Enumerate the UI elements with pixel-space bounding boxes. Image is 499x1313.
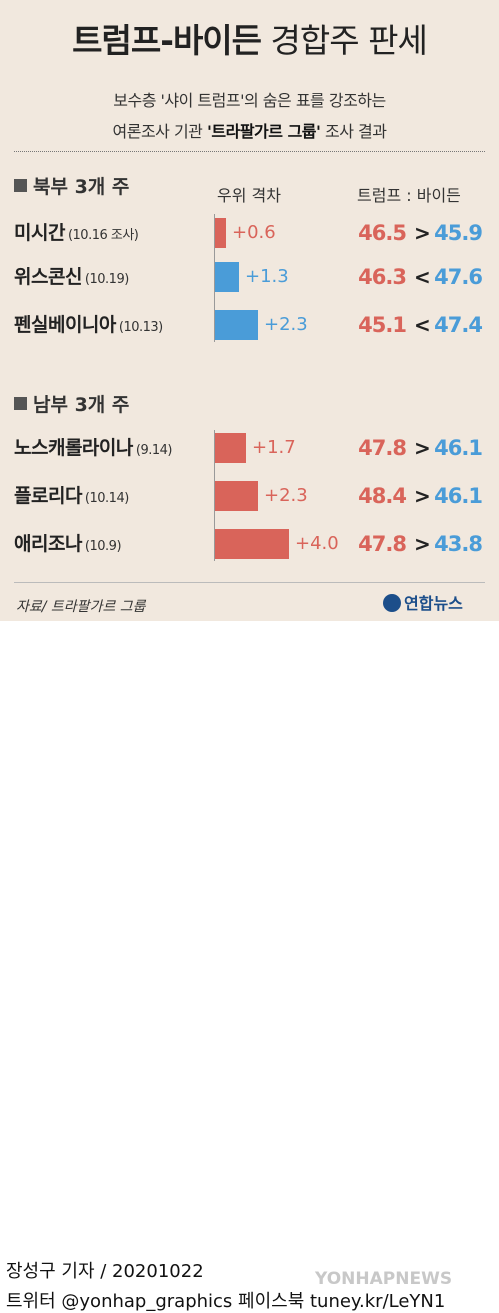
- state-name: 미시간: [14, 222, 65, 244]
- survey-date: (10.9): [84, 539, 122, 554]
- survey-date: (10.13): [118, 320, 163, 335]
- score-column-header: 트럼프 : 바이든: [357, 186, 461, 205]
- gap-label: +1.7: [252, 437, 296, 458]
- social-links: 트위터 @yonhap_graphics 페이스북 tuney.kr/LeYN1: [6, 1291, 446, 1312]
- subtitle-part-a: 여론조사 기관: [112, 122, 207, 141]
- gap-column-header: 우위 격차: [217, 186, 281, 205]
- subtitle-part-c: 조사 결과: [320, 122, 387, 141]
- gap-bar: [215, 262, 239, 292]
- survey-date: (10.14): [84, 491, 129, 506]
- gap-label: +1.3: [245, 266, 289, 287]
- footer: 장성구 기자 / 20201022 트위터 @yonhap_graphics 페…: [0, 621, 499, 1312]
- gap-label: +2.3: [264, 314, 308, 335]
- state-label: 애리조나 (10.9): [14, 529, 122, 559]
- comparison-icon: >: [414, 532, 431, 556]
- logo-mark-icon: [383, 594, 401, 612]
- region-south-text: 남부 3개 주: [33, 394, 130, 416]
- state-name: 펜실베이니아: [14, 314, 116, 336]
- biden-value: 46.1: [434, 436, 483, 460]
- region-south-label: 남부 3개 주: [14, 390, 129, 417]
- source-note: 자료/ 트라팔가르 그룹: [16, 599, 146, 615]
- gap-bar: [215, 529, 289, 559]
- trump-value: 47.8: [358, 436, 407, 460]
- page-title: 트럼프-바이든 경합주 판세: [0, 14, 499, 62]
- subtitle-line-2: 여론조사 기관 '트라팔가르 그룹' 조사 결과: [0, 118, 499, 142]
- divider-bottom: [14, 582, 485, 583]
- title-light: 경합주 판세: [270, 21, 428, 60]
- square-bullet-icon: [14, 397, 27, 410]
- watermark: YONHAPNEWS: [315, 1269, 453, 1289]
- biden-value: 47.4: [434, 313, 483, 337]
- survey-date: (9.14): [135, 443, 173, 458]
- axis-line-north: [214, 214, 215, 342]
- state-name: 애리조나: [14, 533, 82, 555]
- gap-bar: [215, 481, 258, 511]
- gap-label: +4.0: [295, 533, 339, 554]
- comparison-icon: >: [414, 221, 431, 245]
- state-name: 플로리다: [14, 485, 82, 507]
- subtitle-part-b: '트라팔가르 그룹': [207, 122, 321, 141]
- state-label: 미시간 (10.16 조사): [14, 218, 139, 248]
- gap-label: +2.3: [264, 485, 308, 506]
- trump-value: 47.8: [358, 532, 407, 556]
- logo-text: 연합뉴스: [404, 594, 463, 613]
- infographic-card: 트럼프-바이든 경합주 판세 보수층 '샤이 트럼프'의 숨은 표를 강조하는 …: [0, 0, 499, 621]
- comparison-icon: >: [414, 484, 431, 508]
- trump-value: 48.4: [358, 484, 407, 508]
- state-label: 펜실베이니아 (10.13): [14, 310, 163, 340]
- gap-bar: [215, 433, 246, 463]
- state-name: 노스캐롤라이나: [14, 437, 133, 459]
- trump-value: 46.3: [358, 265, 407, 289]
- survey-date: (10.19): [84, 272, 129, 287]
- gap-bar: [215, 218, 226, 248]
- state-name: 위스콘신: [14, 266, 82, 288]
- comparison-icon: <: [414, 313, 431, 337]
- biden-value: 47.6: [434, 265, 483, 289]
- state-label: 플로리다 (10.14): [14, 481, 129, 511]
- trump-value: 46.5: [358, 221, 407, 245]
- subtitle-line-1: 보수층 '샤이 트럼프'의 숨은 표를 강조하는: [113, 91, 386, 110]
- biden-value: 46.1: [434, 484, 483, 508]
- axis-line-south: [214, 430, 215, 561]
- region-north-text: 북부 3개 주: [33, 176, 130, 198]
- gap-bar: [215, 310, 258, 340]
- square-bullet-icon: [14, 179, 27, 192]
- region-north-label: 북부 3개 주: [14, 172, 129, 199]
- yonhap-logo: 연합뉴스: [383, 593, 463, 615]
- comparison-icon: >: [414, 436, 431, 460]
- byline: 장성구 기자 / 20201022: [6, 1261, 204, 1282]
- title-bold: 트럼프-바이든: [72, 21, 262, 60]
- trump-value: 45.1: [358, 313, 407, 337]
- biden-value: 45.9: [434, 221, 483, 245]
- state-label: 노스캐롤라이나 (9.14): [14, 433, 172, 463]
- gap-label: +0.6: [232, 222, 276, 243]
- state-label: 위스콘신 (10.19): [14, 262, 129, 292]
- divider-top: [14, 151, 485, 152]
- biden-value: 43.8: [434, 532, 483, 556]
- comparison-icon: <: [414, 265, 431, 289]
- survey-date: (10.16 조사): [67, 228, 139, 243]
